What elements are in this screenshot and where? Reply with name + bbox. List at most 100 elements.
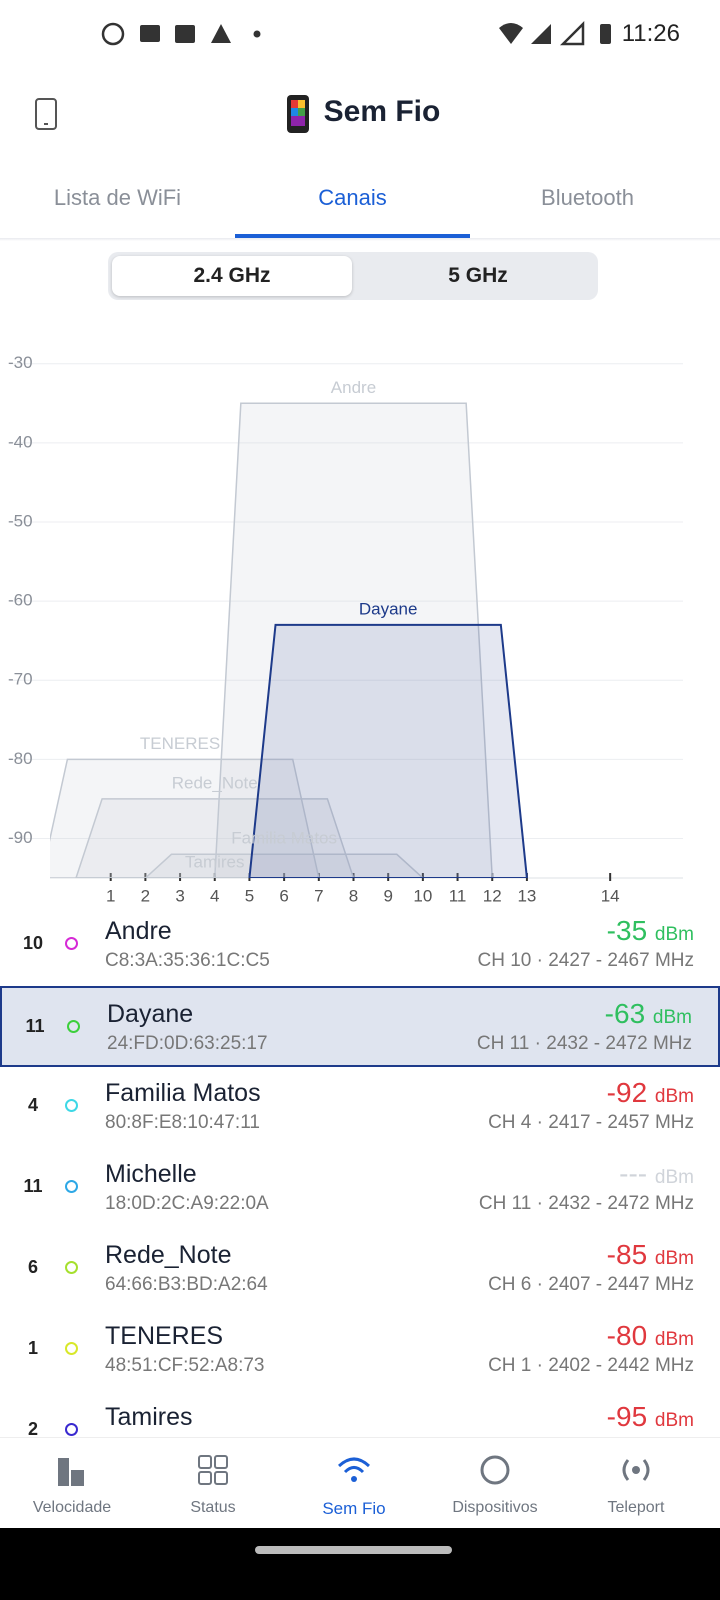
nav-item[interactable]: Dispositivos — [423, 1438, 567, 1529]
y-tick-label: -80 — [8, 749, 33, 768]
x-tick-label: 14 — [601, 886, 620, 905]
channel-number: 1 — [27, 1338, 38, 1358]
divider — [0, 238, 720, 241]
device-icon[interactable] — [34, 97, 58, 131]
network-row[interactable]: 11 Michelle 18:0D:2C:A9:22:0A --- dBm CH 11 … — [0, 1148, 720, 1229]
mac-address: 24:FD:0D:63:25:17 — [107, 1033, 268, 1054]
signal: -95 dBm — [607, 1401, 694, 1433]
x-tick-label: 13 — [517, 886, 536, 905]
x-tick-label: 9 — [383, 886, 392, 905]
signal-unit: dBm — [654, 1410, 694, 1431]
status-dot — [65, 1423, 78, 1436]
y-tick-label: -50 — [8, 511, 33, 530]
status-dot — [65, 1342, 78, 1355]
channel-band: CH 4 · 2417 - 2457 MHz — [488, 1112, 694, 1133]
band-button[interactable]: 5 GHz — [448, 264, 508, 287]
signal: --- dBm — [619, 1158, 694, 1190]
channel-band: CH 11 · 2432 - 2472 MHz — [476, 1033, 692, 1054]
y-tick-label: -90 — [8, 828, 33, 847]
channel-band: CH 10 · 2427 - 2467 MHz — [477, 950, 695, 971]
x-tick-label: 6 — [279, 886, 288, 905]
signal-value: -95 — [606, 1401, 648, 1432]
status-dot — [65, 937, 78, 950]
network-row[interactable]: 11 Dayane 24:FD:0D:63:25:17 -63 dBm CH 11 · … — [0, 986, 720, 1067]
system-icons — [499, 20, 611, 46]
mac-address: C8:3A:35:36:1C:C5 — [105, 950, 270, 971]
channel-number: 11 — [23, 1176, 43, 1196]
channel-number: 6 — [27, 1257, 38, 1277]
signal-value: -63 — [604, 998, 646, 1029]
tab[interactable]: Lista de WiFi — [53, 185, 182, 210]
x-tick-label: 3 — [175, 886, 184, 905]
channel-shape — [144, 853, 424, 878]
band-selector: 2.4 GHz 5 GHz — [108, 252, 598, 300]
channel-band: CH 11 · 2432 - 2472 MHz — [478, 1193, 694, 1214]
signal-unit: dBm — [654, 1167, 694, 1188]
nav-label: Teleport — [607, 1499, 665, 1516]
signal-value: -35 — [606, 915, 648, 946]
signal: -63 dBm — [605, 998, 692, 1030]
network-name: Dayane — [107, 1000, 194, 1028]
nav-label: Sem Fio — [322, 1499, 386, 1518]
signal-unit: dBm — [654, 1248, 694, 1269]
app-title: Sem Fio — [323, 95, 441, 128]
mac-address: 48:51:CF:52:A8:73 — [105, 1355, 265, 1376]
plot-area — [50, 402, 528, 878]
tab-indicator — [235, 234, 470, 238]
nav-icon — [198, 1455, 228, 1485]
channel-shape — [248, 623, 528, 878]
network-name: Rede_Note — [105, 1241, 232, 1269]
network-name: Andre — [105, 917, 172, 945]
channel-shape — [75, 798, 355, 878]
network-row[interactable]: 4 Familia Matos 80:8F:E8:10:47:11 -92 dBm CH… — [0, 1067, 720, 1148]
network-label: Familia Matos — [231, 829, 337, 848]
nav-icon — [58, 1458, 84, 1486]
status-dot — [65, 1261, 78, 1274]
tab[interactable]: Canais — [318, 185, 387, 210]
network-row[interactable]: 10 Andre C8:3A:35:36:1C:C5 -35 dBm CH 10 · 2… — [0, 905, 720, 986]
bottom-nav: Velocidade Status Sem Fio Dispositivos Telep… — [0, 1437, 720, 1529]
network-label: Dayane — [359, 599, 418, 618]
status-bar: 11:26 — [0, 0, 720, 70]
x-tick-label: 4 — [210, 886, 219, 905]
nav-label: Status — [190, 1499, 236, 1516]
nav-item[interactable]: Sem Fio — [282, 1438, 426, 1529]
band-button[interactable]: 2.4 GHz — [112, 256, 352, 296]
channel-band: CH 6 · 2407 - 2447 MHz — [488, 1274, 694, 1295]
network-label: Tamires — [185, 852, 245, 871]
x-tick-label: 1 — [106, 886, 115, 905]
y-tick-label: -30 — [8, 353, 33, 372]
mac-address: 18:0D:2C:A9:22:0A — [105, 1193, 269, 1214]
y-tick-label: -60 — [8, 591, 33, 610]
network-row[interactable]: 2 Tamires -95 dBm — [0, 1391, 720, 1437]
notification-icons — [101, 22, 261, 46]
signal-unit: dBm — [654, 924, 694, 945]
x-tick-label: 10 — [413, 886, 432, 905]
nav-item[interactable]: Velocidade — [0, 1438, 144, 1529]
y-tick-label: -70 — [8, 670, 33, 689]
labels: -30-40-50-60-70-80-901 2 3 4 5 6 7 8 9 10 11 12 13 14… — [8, 353, 620, 905]
tab[interactable]: Bluetooth — [541, 185, 634, 210]
home-indicator[interactable] — [255, 1546, 452, 1554]
nav-item[interactable]: Teleport — [564, 1438, 708, 1529]
x-tick-label: 12 — [483, 886, 502, 905]
network-row[interactable]: 6 Rede_Note 64:66:B3:BD:A2:64 -85 dBm CH 6 ·… — [0, 1229, 720, 1310]
channel-number: 11 — [25, 1016, 45, 1036]
signal-value: --- — [619, 1158, 648, 1189]
x-tick-label: 2 — [141, 886, 150, 905]
x-tick-label: 7 — [314, 886, 323, 905]
network-name: TENERES — [105, 1322, 224, 1350]
system-nav-bar — [0, 1528, 720, 1600]
network-row[interactable]: 1 TENERES 48:51:CF:52:A8:73 -80 dBm CH 1 · 2… — [0, 1310, 720, 1391]
app-phone-icon — [287, 95, 309, 133]
x-tick-label: 8 — [349, 886, 358, 905]
signal-unit: dBm — [652, 1007, 692, 1028]
channel-number: 2 — [27, 1419, 38, 1437]
signal: -80 dBm — [607, 1320, 694, 1352]
signal-unit: dBm — [654, 1086, 694, 1107]
nav-item[interactable]: Status — [141, 1438, 285, 1529]
channel-band: CH 1 · 2402 - 2442 MHz — [488, 1355, 694, 1376]
status-dot — [65, 1099, 78, 1112]
